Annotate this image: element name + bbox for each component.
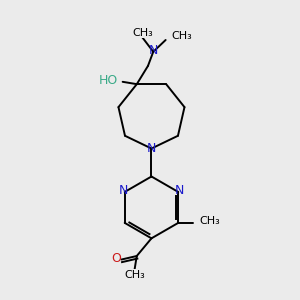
Text: N: N bbox=[147, 142, 156, 155]
Text: N: N bbox=[148, 44, 158, 57]
Text: N: N bbox=[118, 184, 128, 197]
Text: CH₃: CH₃ bbox=[200, 216, 220, 226]
Text: CH₃: CH₃ bbox=[171, 32, 192, 41]
Text: CH₃: CH₃ bbox=[132, 28, 153, 38]
Text: N: N bbox=[175, 184, 184, 197]
Text: HO: HO bbox=[98, 74, 118, 87]
Text: CH₃: CH₃ bbox=[124, 269, 145, 280]
Text: O: O bbox=[111, 252, 121, 266]
